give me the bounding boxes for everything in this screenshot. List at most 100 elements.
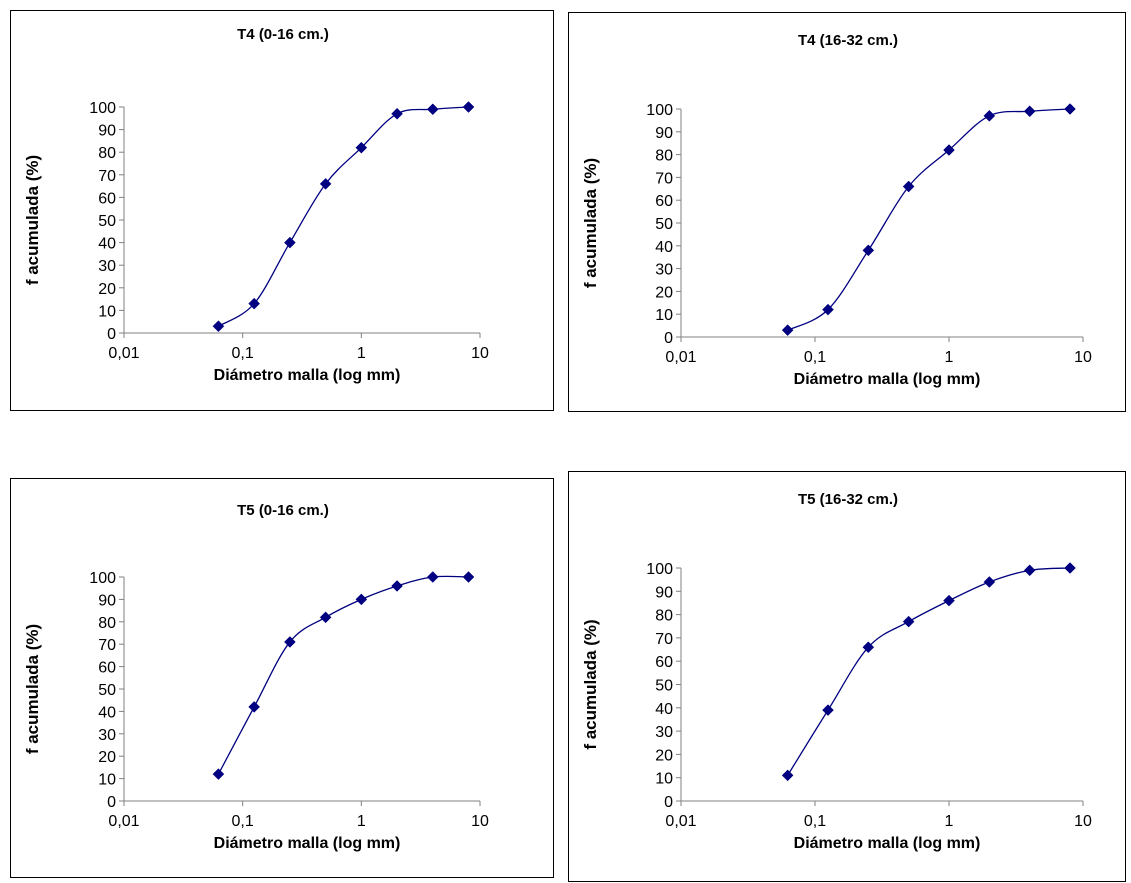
y-tick-label: 90	[98, 123, 116, 140]
data-point-marker	[426, 103, 439, 116]
y-tick-label: 10	[655, 307, 673, 324]
chart-panel-t5-16-32: T5 (16-32 cm.) 0 10 20 30 40 50 60 70 80 90 100 0,01…	[568, 471, 1126, 882]
chart-title: T4 (16-32 cm.)	[798, 32, 898, 49]
y-tick-label: 30	[655, 724, 673, 741]
data-point-marker	[248, 297, 261, 310]
data-point-marker	[943, 144, 955, 156]
y-axis-label: f acumulada (%)	[581, 158, 600, 288]
chart-title: T5 (0-16 cm.)	[237, 502, 329, 519]
y-axis-label: f acumulada (%)	[23, 155, 42, 285]
data-point-marker	[212, 320, 225, 333]
y-tick-label: 100	[89, 570, 116, 587]
y-tick-label: 40	[98, 236, 116, 253]
y-tick-label: 70	[655, 631, 673, 648]
y-tick-label: 0	[107, 794, 116, 811]
chart-svg: T4 (16-32 cm.) 0 10 20 30 40 50 60 70 80 90 100 0,01…	[581, 32, 1092, 388]
x-tick-label: 0,01	[665, 349, 696, 366]
x-tick-label: 1	[945, 349, 954, 366]
data-point-marker	[462, 101, 475, 113]
data-point-marker	[284, 236, 296, 249]
y-tick-label: 0	[664, 794, 673, 811]
y-tick-label: 10	[98, 772, 116, 789]
data-point-marker	[319, 611, 332, 624]
y-tick-label: 40	[655, 239, 673, 256]
data-point-marker	[355, 141, 368, 154]
x-axis-label: Diámetro malla (log mm)	[794, 835, 981, 852]
x-tick-label: 10	[471, 813, 489, 830]
y-tick-label: 20	[98, 749, 116, 766]
chart-title: T5 (16-32 cm.)	[798, 491, 898, 508]
y-tick-label: 90	[655, 125, 673, 142]
series-line	[217, 575, 469, 775]
y-tick-label: 20	[655, 284, 673, 301]
data-point-marker	[983, 576, 996, 588]
y-tick-label: 80	[98, 145, 116, 162]
data-point-marker	[902, 615, 915, 628]
data-point-marker	[426, 571, 439, 583]
y-tick-label: 80	[655, 148, 673, 165]
y-tick-label: 100	[646, 102, 673, 119]
y-tick-label: 40	[98, 704, 116, 721]
data-point-marker	[902, 180, 915, 193]
data-point-marker	[1023, 105, 1036, 118]
y-tick-label: 0	[107, 326, 116, 343]
y-tick-label: 70	[98, 637, 116, 654]
series-line	[787, 567, 1071, 776]
x-tick-label: 1	[357, 813, 366, 830]
data-point-marker	[822, 303, 834, 316]
data-point-marker	[462, 571, 475, 583]
y-tick-label: 50	[98, 213, 116, 230]
y-tick-label: 100	[646, 561, 673, 578]
series-line	[218, 106, 469, 327]
y-tick-label: 70	[655, 170, 673, 187]
y-tick-label: 90	[655, 584, 673, 601]
data-point-marker	[319, 177, 332, 190]
y-tick-label: 10	[655, 771, 673, 788]
data-point-marker	[212, 768, 225, 780]
y-tick-label: 90	[98, 592, 116, 609]
x-tick-label: 10	[1074, 349, 1092, 366]
series-line	[787, 108, 1071, 331]
data-point-marker	[943, 594, 955, 607]
y-tick-label: 20	[655, 747, 673, 764]
x-tick-label: 0,01	[665, 813, 696, 830]
chart-svg: T4 (0-16 cm.) 0 10 20 30 40 50 60 70 80 90 100 0,01 0…	[23, 26, 489, 384]
x-tick-label: 0,1	[232, 813, 254, 830]
x-tick-label: 0,01	[108, 345, 139, 362]
data-point-marker	[355, 593, 368, 606]
chart-panel-t4-0-16: T4 (0-16 cm.) 0 10 20 30 40 50 60 70 80 90 100 0,01 0…	[10, 10, 554, 411]
data-point-marker	[983, 109, 996, 122]
y-tick-label: 50	[655, 216, 673, 233]
y-tick-label: 30	[98, 258, 116, 275]
x-axis-label: Diámetro malla (log mm)	[794, 371, 981, 388]
y-tick-label: 50	[655, 678, 673, 695]
y-tick-label: 50	[98, 682, 116, 699]
x-tick-label: 0,1	[804, 349, 826, 366]
x-tick-label: 0,1	[232, 345, 254, 362]
y-tick-label: 40	[655, 701, 673, 718]
data-point-marker	[391, 107, 403, 120]
y-tick-label: 10	[98, 303, 116, 320]
y-tick-label: 60	[98, 660, 116, 677]
y-tick-label: 60	[98, 190, 116, 207]
x-axis-label: Diámetro malla (log mm)	[214, 835, 401, 852]
y-tick-label: 80	[98, 615, 116, 632]
y-tick-label: 100	[89, 100, 116, 117]
data-point-marker	[391, 580, 403, 592]
x-tick-label: 10	[471, 345, 489, 362]
x-tick-label: 1	[357, 345, 366, 362]
y-tick-label: 30	[655, 262, 673, 279]
data-point-marker	[1064, 562, 1076, 574]
chart-svg: T5 (16-32 cm.) 0 10 20 30 40 50 60 70 80 90 100 0,01…	[581, 491, 1092, 852]
y-tick-label: 70	[98, 168, 116, 185]
x-tick-label: 1	[945, 813, 954, 830]
data-point-marker	[822, 704, 834, 716]
data-point-marker	[862, 641, 875, 654]
y-axis-label: f acumulada (%)	[23, 624, 42, 754]
chart-svg: T5 (0-16 cm.) 0 10 20 30 40 50 60 70 80 90 100 0,01 0…	[23, 502, 489, 852]
y-tick-label: 60	[655, 193, 673, 210]
y-tick-label: 20	[98, 281, 116, 298]
x-tick-label: 10	[1074, 813, 1092, 830]
chart-panel-t4-16-32: T4 (16-32 cm.) 0 10 20 30 40 50 60 70 80 90 100 0,01…	[568, 12, 1126, 412]
y-tick-label: 60	[655, 654, 673, 671]
